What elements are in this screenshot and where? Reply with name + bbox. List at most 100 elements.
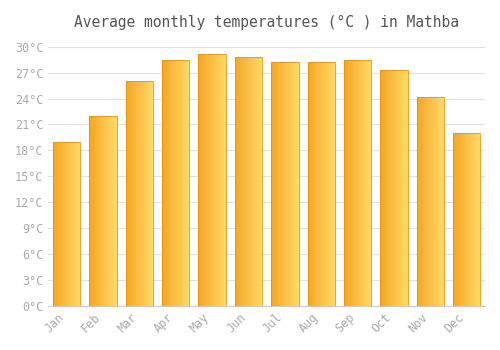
Bar (308, 62, 335, 306)
Bar (240, 57, 241, 306)
Bar (211, 54, 212, 306)
Bar (292, 62, 293, 306)
Bar (101, 116, 102, 306)
Bar (275, 62, 276, 306)
Bar (362, 60, 363, 306)
Bar (471, 133, 472, 306)
Bar (475, 133, 476, 306)
Bar (441, 97, 442, 306)
Bar (427, 97, 428, 306)
Bar (225, 54, 226, 306)
Bar (387, 70, 388, 306)
Bar (470, 133, 471, 306)
Bar (129, 81, 130, 306)
Bar (455, 133, 456, 306)
Bar (131, 81, 132, 306)
Bar (358, 60, 360, 306)
Bar (79, 142, 80, 306)
Bar (198, 54, 226, 306)
Bar (62, 142, 64, 306)
Bar (348, 60, 349, 306)
Bar (318, 62, 319, 306)
Bar (311, 62, 312, 306)
Bar (469, 133, 470, 306)
Bar (351, 60, 352, 306)
Bar (294, 62, 295, 306)
Bar (167, 60, 168, 306)
Bar (93, 116, 94, 306)
Bar (426, 97, 427, 306)
Bar (330, 62, 331, 306)
Bar (134, 81, 135, 306)
Bar (293, 62, 294, 306)
Bar (179, 60, 180, 306)
Bar (398, 70, 399, 306)
Bar (215, 54, 216, 306)
Bar (163, 60, 164, 306)
Bar (213, 54, 214, 306)
Bar (61, 142, 62, 306)
Bar (76, 142, 77, 306)
Bar (472, 133, 473, 306)
Bar (92, 116, 93, 306)
Bar (453, 133, 480, 306)
Bar (319, 62, 320, 306)
Bar (202, 54, 203, 306)
Bar (177, 60, 178, 306)
Bar (465, 133, 466, 306)
Bar (187, 60, 188, 306)
Bar (380, 70, 407, 306)
Bar (395, 70, 396, 306)
Bar (390, 70, 391, 306)
Bar (396, 70, 397, 306)
Bar (464, 133, 465, 306)
Bar (344, 60, 372, 306)
Bar (200, 54, 201, 306)
Bar (477, 133, 478, 306)
Bar (287, 62, 288, 306)
Bar (112, 116, 113, 306)
Bar (394, 70, 395, 306)
Bar (99, 116, 100, 306)
Bar (130, 81, 131, 306)
Bar (417, 97, 444, 306)
Bar (78, 142, 79, 306)
Bar (433, 97, 434, 306)
Bar (382, 70, 383, 306)
Bar (102, 116, 103, 306)
Bar (434, 97, 435, 306)
Bar (133, 81, 134, 306)
Bar (364, 60, 366, 306)
Bar (151, 81, 152, 306)
Bar (144, 81, 145, 306)
Bar (165, 60, 166, 306)
Bar (175, 60, 176, 306)
Bar (176, 60, 177, 306)
Title: Average monthly temperatures (°C ) in Mathba: Average monthly temperatures (°C ) in Ma… (74, 15, 459, 30)
Bar (147, 81, 148, 306)
Bar (106, 116, 107, 306)
Bar (189, 60, 190, 306)
Bar (105, 116, 106, 306)
Bar (350, 60, 351, 306)
Bar (442, 97, 443, 306)
Bar (369, 60, 370, 306)
Bar (253, 57, 254, 306)
Bar (404, 70, 405, 306)
Bar (235, 57, 262, 306)
Bar (323, 62, 324, 306)
Bar (407, 70, 408, 306)
Bar (380, 70, 381, 306)
Bar (425, 97, 426, 306)
Bar (148, 81, 149, 306)
Bar (334, 62, 335, 306)
Bar (389, 70, 390, 306)
Bar (314, 62, 316, 306)
Bar (331, 62, 332, 306)
Bar (370, 60, 372, 306)
Bar (181, 60, 182, 306)
Bar (467, 133, 468, 306)
Bar (349, 60, 350, 306)
Bar (274, 62, 275, 306)
Bar (289, 62, 290, 306)
